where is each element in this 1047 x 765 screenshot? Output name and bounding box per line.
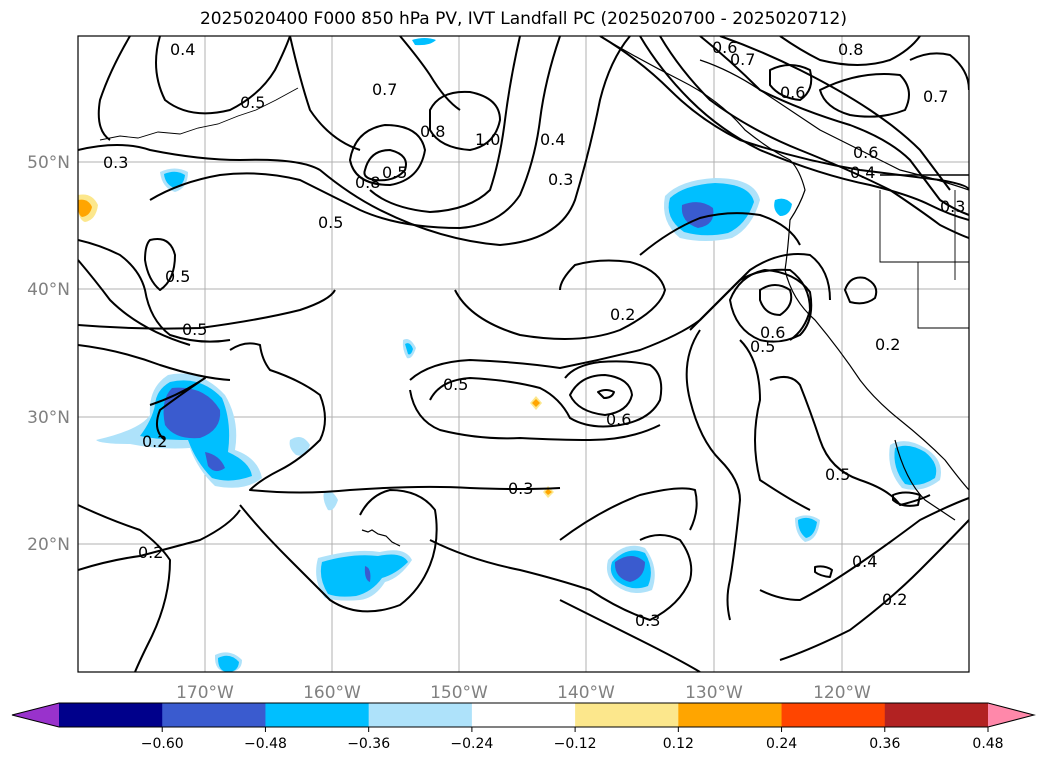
colorbar-segment xyxy=(781,703,886,727)
lon-label: 140°W xyxy=(557,683,615,703)
svg-text:0.7: 0.7 xyxy=(372,80,397,99)
colorbar-segment xyxy=(575,703,679,727)
svg-text:0.5: 0.5 xyxy=(182,320,207,339)
lon-label: 150°W xyxy=(430,683,488,703)
lon-label: 130°W xyxy=(685,683,743,703)
svg-text:0.6: 0.6 xyxy=(853,143,878,162)
svg-text:0.5: 0.5 xyxy=(443,375,468,394)
lon-label: 170°W xyxy=(176,683,234,703)
svg-text:0.5: 0.5 xyxy=(240,93,265,112)
colorbar-tick-label: −0.36 xyxy=(347,736,390,752)
colorbar: −0.60 −0.48 −0.36 −0.24 −0.12 0.12 0.24 0.36 0.4… xyxy=(11,702,1036,752)
svg-text:0.8: 0.8 xyxy=(838,40,863,59)
svg-text:0.2: 0.2 xyxy=(875,335,900,354)
svg-text:0.5: 0.5 xyxy=(318,213,343,232)
map-frame xyxy=(77,35,970,673)
lon-label: 120°W xyxy=(813,683,871,703)
colorbar-tick-label: −0.60 xyxy=(141,736,184,752)
pv-fill-blobs xyxy=(78,38,941,672)
svg-text:0.4: 0.4 xyxy=(540,130,565,149)
colorbar-segment xyxy=(678,703,783,727)
svg-text:0.6: 0.6 xyxy=(780,83,805,102)
map-title: 2025020400 F000 850 hPa PV, IVT Landfall… xyxy=(199,9,847,29)
svg-text:0.3: 0.3 xyxy=(635,611,660,630)
svg-text:0.6: 0.6 xyxy=(760,323,785,342)
colorbar-tick-label: 0.48 xyxy=(972,736,1003,752)
svg-text:0.3: 0.3 xyxy=(103,153,128,172)
lat-label: 20°N xyxy=(27,535,70,555)
colorbar-tick-label: −0.48 xyxy=(244,736,287,752)
colorbar-segment xyxy=(884,703,989,727)
colorbar-segment xyxy=(265,703,370,727)
colorbar-segment xyxy=(162,703,266,727)
svg-text:0.6: 0.6 xyxy=(606,410,631,429)
svg-text:1.0: 1.0 xyxy=(475,130,500,149)
svg-text:0.4: 0.4 xyxy=(852,552,877,571)
lat-tick-labels: 50°N 40°N 30°N 20°N xyxy=(27,153,70,555)
svg-text:0.2: 0.2 xyxy=(882,590,907,609)
map-panel: 0.4 0.5 0.7 0.8 1.0 0.4 0.3 0.5 0.8 0.7 … xyxy=(77,35,970,673)
colorbar-extend-high xyxy=(988,703,1034,727)
colorbar-tick-label: 0.24 xyxy=(766,736,797,752)
svg-text:0.8: 0.8 xyxy=(355,173,380,192)
lat-label: 40°N xyxy=(27,280,70,300)
svg-text:0.5: 0.5 xyxy=(750,337,775,356)
svg-text:0.6: 0.6 xyxy=(712,38,737,57)
svg-text:0.3: 0.3 xyxy=(940,197,965,216)
lat-label: 30°N xyxy=(27,408,70,428)
svg-text:0.3: 0.3 xyxy=(548,170,573,189)
svg-text:0.4: 0.4 xyxy=(850,163,875,182)
svg-text:0.7: 0.7 xyxy=(730,50,755,69)
svg-text:0.2: 0.2 xyxy=(610,305,635,324)
colorbar-extend-low xyxy=(12,703,59,727)
svg-text:0.5: 0.5 xyxy=(382,163,407,182)
svg-text:0.5: 0.5 xyxy=(165,267,190,286)
svg-text:0.5: 0.5 xyxy=(825,465,850,484)
svg-text:0.8: 0.8 xyxy=(420,122,445,141)
colorbar-tick-label: 0.12 xyxy=(663,736,694,752)
svg-text:0.7: 0.7 xyxy=(923,87,948,106)
colorbar-tick-label: −0.24 xyxy=(450,736,493,752)
svg-text:0.3: 0.3 xyxy=(508,479,533,498)
svg-text:0.4: 0.4 xyxy=(170,40,195,59)
lon-label: 160°W xyxy=(303,683,361,703)
colorbar-tick-label: −0.12 xyxy=(554,736,597,752)
contour-labels: 0.4 0.5 0.7 0.8 1.0 0.4 0.3 0.5 0.8 0.7 … xyxy=(103,38,965,630)
colorbar-tick-label: 0.36 xyxy=(869,736,900,752)
lat-label: 50°N xyxy=(27,153,70,173)
colorbar-segment xyxy=(59,703,163,727)
colorbar-segment xyxy=(368,703,473,727)
lon-tick-labels: 170°W 160°W 150°W 140°W 130°W 120°W xyxy=(176,683,871,703)
svg-text:0.2: 0.2 xyxy=(142,432,167,451)
colorbar-segment xyxy=(471,703,576,727)
svg-text:0.2: 0.2 xyxy=(138,543,163,562)
pv-contours xyxy=(78,36,969,672)
